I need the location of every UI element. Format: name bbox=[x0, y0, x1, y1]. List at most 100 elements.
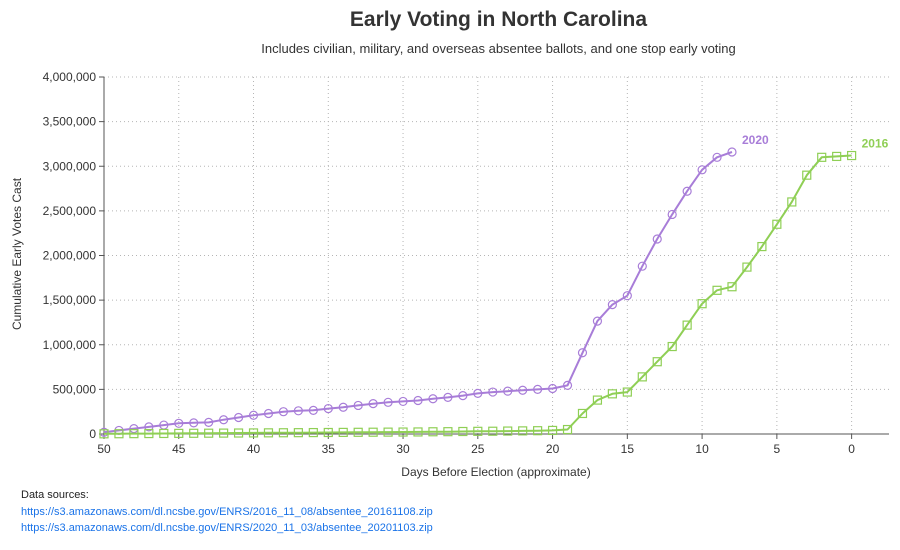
series-line-2016 bbox=[103, 154, 852, 435]
data-point-2016 bbox=[338, 427, 348, 437]
data-point-2016 bbox=[368, 427, 378, 437]
chart-title: Early Voting in North Carolina bbox=[349, 8, 648, 31]
data-point-2016 bbox=[533, 426, 543, 436]
data-point-2020 bbox=[667, 209, 677, 220]
x-tick-label: 0 bbox=[848, 442, 855, 456]
y-tick-label: 1,000,000 bbox=[43, 338, 97, 352]
x-tick-label: 30 bbox=[396, 442, 410, 456]
x-tick-label: 40 bbox=[247, 442, 261, 456]
data-point-2016 bbox=[473, 426, 483, 436]
data-point-2020 bbox=[338, 402, 348, 412]
data-point-2016 bbox=[832, 151, 842, 162]
data-sources-label: Data sources: bbox=[21, 489, 89, 501]
data-point-2020 bbox=[518, 385, 528, 395]
data-point-2016 bbox=[577, 408, 588, 419]
data-point-2020 bbox=[622, 291, 632, 301]
data-point-2020 bbox=[219, 415, 229, 425]
data-point-2020 bbox=[278, 407, 289, 417]
series: 2020 2016 bbox=[99, 133, 889, 439]
data-point-2016 bbox=[233, 428, 244, 438]
data-point-2020 bbox=[562, 380, 573, 390]
data-point-2020 bbox=[353, 400, 363, 411]
data-point-2020 bbox=[413, 395, 423, 406]
y-tick-label: 2,500,000 bbox=[43, 204, 97, 218]
x-tick-label: 5 bbox=[774, 442, 781, 456]
data-point-2016 bbox=[727, 282, 737, 292]
data-point-2020 bbox=[293, 406, 303, 416]
data-point-2020 bbox=[233, 412, 244, 423]
source-link-2016[interactable]: https://s3.amazonaws.com/dl.ncsbe.gov/EN… bbox=[21, 505, 433, 518]
y-tick-label: 500,000 bbox=[53, 382, 97, 396]
data-point-2016 bbox=[159, 428, 169, 439]
series-label-2020: 2020 bbox=[742, 133, 769, 147]
data-point-2020 bbox=[368, 399, 378, 409]
data-point-2016 bbox=[219, 428, 229, 438]
data-point-2016 bbox=[174, 428, 184, 438]
data-point-2020 bbox=[577, 348, 588, 358]
data-point-2016 bbox=[353, 427, 363, 437]
data-point-2020 bbox=[697, 165, 707, 175]
data-point-2016 bbox=[667, 341, 677, 352]
gridlines bbox=[104, 76, 889, 434]
data-point-2016 bbox=[697, 299, 707, 309]
data-sources: Data sources: https://s3.amazonaws.com/d… bbox=[21, 487, 433, 537]
data-point-2016 bbox=[129, 429, 139, 439]
data-point-2016 bbox=[278, 428, 289, 438]
data-point-2020 bbox=[607, 299, 617, 310]
y-tick-label: 0 bbox=[89, 427, 96, 441]
series-label-2016: 2016 bbox=[862, 137, 889, 151]
data-point-2020 bbox=[652, 234, 662, 244]
data-point-2016 bbox=[413, 427, 423, 437]
data-point-2020 bbox=[308, 405, 318, 415]
data-point-2020 bbox=[383, 397, 393, 407]
data-point-2016 bbox=[847, 150, 857, 161]
data-point-2020 bbox=[488, 387, 498, 397]
data-point-2016 bbox=[488, 426, 498, 436]
data-point-2016 bbox=[458, 426, 468, 437]
data-point-2016 bbox=[607, 389, 617, 399]
y-axis-label: Cumulative Early Votes Cast bbox=[10, 177, 24, 330]
x-tick-label: 10 bbox=[695, 442, 709, 456]
axes: 0 500,000 1,000,000 1,500,000 2,000,000 2,500… bbox=[43, 70, 889, 456]
data-point-2020 bbox=[637, 261, 647, 271]
data-point-2020 bbox=[323, 403, 333, 414]
data-point-2016 bbox=[114, 429, 124, 439]
data-point-2020 bbox=[727, 147, 737, 157]
data-point-2016 bbox=[742, 262, 752, 272]
data-point-2020 bbox=[144, 422, 154, 432]
data-point-2016 bbox=[622, 387, 632, 397]
data-point-2020 bbox=[443, 392, 453, 403]
y-tick-label: 3,000,000 bbox=[43, 159, 97, 173]
x-axis-label: Days Before Election (approximate) bbox=[401, 465, 590, 479]
x-tick-label: 35 bbox=[322, 442, 336, 456]
data-point-2016 bbox=[383, 427, 393, 437]
data-point-2016 bbox=[592, 395, 603, 405]
data-point-2020 bbox=[174, 418, 184, 428]
data-point-2016 bbox=[99, 429, 109, 439]
data-point-2016 bbox=[263, 428, 274, 438]
data-point-2020 bbox=[248, 410, 259, 420]
data-point-2016 bbox=[787, 197, 797, 207]
x-tick-label: 20 bbox=[546, 442, 560, 456]
data-point-2016 bbox=[398, 427, 408, 437]
data-point-2016 bbox=[652, 357, 662, 367]
data-point-2016 bbox=[248, 428, 259, 438]
data-point-2020 bbox=[682, 186, 692, 196]
x-tick-label: 45 bbox=[172, 442, 186, 456]
data-point-2016 bbox=[518, 426, 528, 436]
data-point-2016 bbox=[443, 427, 453, 437]
data-point-2016 bbox=[503, 426, 513, 436]
x-tick-label: 15 bbox=[621, 442, 635, 456]
data-point-2016 bbox=[802, 170, 812, 180]
data-point-2020 bbox=[533, 384, 543, 394]
x-tick-label: 50 bbox=[97, 442, 111, 456]
data-point-2016 bbox=[772, 219, 782, 229]
data-point-2016 bbox=[637, 372, 647, 382]
data-point-2020 bbox=[547, 383, 558, 394]
data-point-2016 bbox=[189, 428, 199, 438]
data-point-2016 bbox=[323, 427, 333, 438]
y-tick-label: 3,500,000 bbox=[43, 115, 97, 129]
data-point-2016 bbox=[562, 424, 573, 435]
source-link-2020[interactable]: https://s3.amazonaws.com/dl.ncsbe.gov/EN… bbox=[21, 522, 433, 534]
